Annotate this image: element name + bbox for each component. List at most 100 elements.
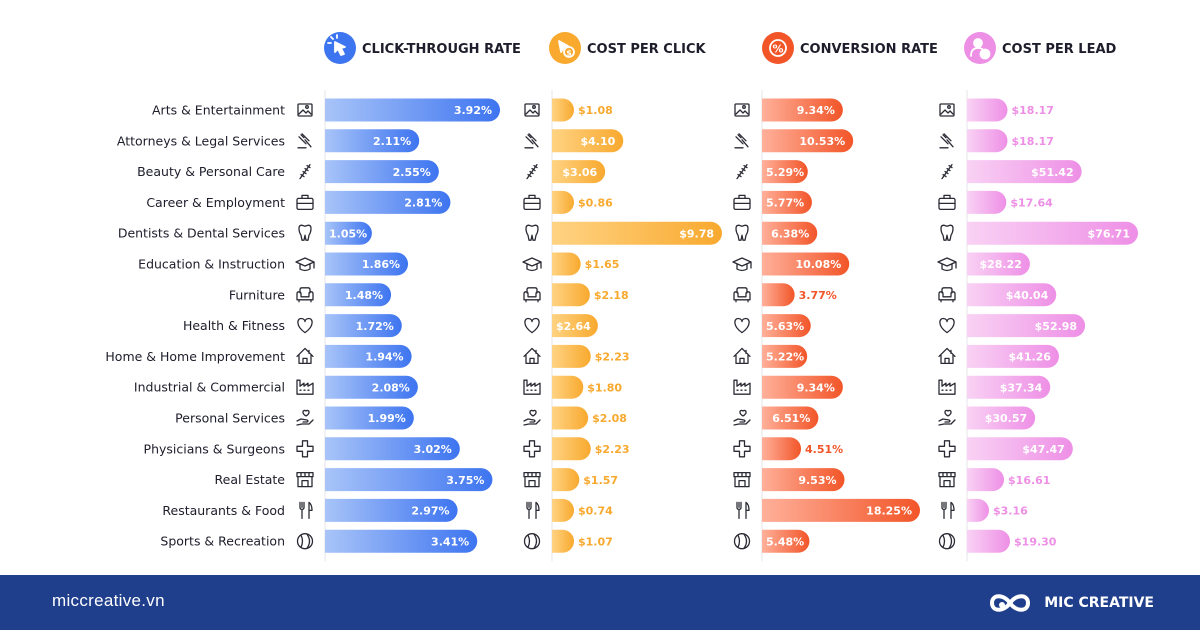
- picture-icon: [524, 103, 540, 117]
- house-icon: [523, 347, 541, 365]
- data-label: 3.77%: [799, 289, 837, 302]
- factory-icon: [296, 379, 314, 395]
- data-label: $51.42: [1031, 166, 1073, 179]
- data-label: 5.29%: [766, 166, 804, 179]
- data-label: $17.64: [1010, 197, 1053, 210]
- bar: [325, 190, 451, 214]
- data-label: $16.61: [1008, 474, 1050, 487]
- bar: [762, 252, 850, 276]
- helping-hand-icon: [733, 409, 751, 426]
- fork-knife-icon: [299, 501, 313, 520]
- data-label: 9.34%: [797, 381, 835, 394]
- data-label: 10.08%: [795, 258, 841, 271]
- briefcase-icon: [296, 194, 314, 211]
- bar: [967, 221, 1138, 245]
- series-header-label: CONVERSION RATE: [800, 42, 938, 57]
- comb-icon: [736, 163, 748, 180]
- category-label: Furniture: [229, 287, 285, 302]
- tooth-icon: [940, 224, 954, 241]
- data-label: 5.63%: [766, 320, 804, 333]
- data-label: $2.18: [594, 289, 629, 302]
- data-label: 4.51%: [805, 443, 843, 456]
- tooth-icon: [735, 224, 749, 241]
- category-label: Physicians & Surgeons: [144, 441, 285, 456]
- bar: [325, 468, 493, 492]
- bar: [762, 98, 843, 122]
- bar: [552, 160, 606, 184]
- data-label: 5.48%: [766, 535, 804, 548]
- svg-text:%: %: [772, 43, 783, 56]
- bar: [325, 98, 500, 122]
- bar: [552, 314, 598, 338]
- gavel-icon: [939, 133, 954, 149]
- data-label: 3.02%: [414, 443, 452, 456]
- gavel-icon: [734, 133, 749, 149]
- data-label: 9.53%: [798, 474, 836, 487]
- data-label: $19.30: [1014, 535, 1057, 548]
- factory-icon: [938, 379, 956, 395]
- graduation-cap-icon: [522, 257, 542, 272]
- medical-cross-icon: [733, 440, 751, 458]
- dollar-cursor-icon: $: [558, 40, 575, 58]
- category-label: Health & Fitness: [183, 318, 285, 333]
- data-label: 2.97%: [411, 505, 449, 518]
- gavel-icon: [297, 133, 312, 149]
- bar: [552, 344, 591, 368]
- series-column: $18.17 $18.17 $51.42 $17.64 $76.71 $28.22 $40.…: [937, 90, 1138, 562]
- bar: [552, 375, 584, 399]
- heart-icon: [524, 317, 540, 334]
- footer-brand-name: MIC CREATIVE: [1044, 595, 1154, 611]
- data-label: $3.16: [993, 505, 1028, 518]
- data-label: 9.34%: [797, 104, 835, 117]
- medical-cross-icon: [938, 440, 956, 458]
- bar: [762, 129, 854, 153]
- ball-icon: [938, 533, 956, 550]
- series-header-label: COST PER CLICK: [587, 42, 706, 57]
- series-column: $1.08 $4.10 $3.06 $0.86 $9.78 $1.65 $2.18 $2.64…: [522, 90, 722, 562]
- bar: [967, 529, 1011, 553]
- footer-url[interactable]: miccreative.vn: [52, 591, 165, 610]
- data-label: $3.06: [562, 166, 597, 179]
- data-label: $0.74: [578, 505, 613, 518]
- category-label: Sports & Recreation: [160, 534, 285, 549]
- bar: [967, 160, 1082, 184]
- helping-hand-icon: [938, 409, 956, 426]
- category-label: Career & Employment: [146, 195, 285, 210]
- ball-icon: [523, 533, 541, 550]
- bar: [967, 468, 1005, 492]
- storefront-icon: [938, 471, 956, 488]
- bar: [967, 283, 1057, 307]
- data-label: 6.38%: [771, 227, 809, 240]
- bar: [762, 375, 843, 399]
- bar: [325, 375, 418, 399]
- data-label: 5.22%: [766, 351, 804, 364]
- comb-icon: [526, 163, 538, 180]
- helping-hand-icon: [523, 409, 541, 426]
- bar: [967, 314, 1086, 338]
- bar: [325, 437, 460, 461]
- tooth-icon: [298, 224, 312, 241]
- comb-icon: [299, 163, 311, 180]
- comb-icon: [941, 163, 953, 180]
- data-label: 1.05%: [329, 227, 367, 240]
- graduation-cap-icon: [295, 257, 315, 272]
- bar: [967, 344, 1059, 368]
- data-label: $2.23: [595, 443, 630, 456]
- data-label: $0.86: [578, 197, 613, 210]
- category-labels: Arts & Entertainment Attorneys & Legal Se…: [105, 103, 285, 549]
- bar: [325, 283, 392, 307]
- data-label: $2.64: [556, 320, 591, 333]
- data-label: 1.72%: [356, 320, 394, 333]
- medical-cross-icon: [296, 440, 314, 458]
- helping-hand-icon: [296, 409, 314, 426]
- bar: [762, 344, 808, 368]
- category-label: Education & Instruction: [138, 257, 285, 272]
- data-label: $76.71: [1088, 227, 1130, 240]
- bar: [967, 98, 1008, 122]
- data-label: 10.53%: [799, 135, 845, 148]
- svg-text:$: $: [566, 49, 572, 58]
- bar: [325, 314, 402, 338]
- series-column: 3.92% 2.11% 2.55% 2.81% 1.05% 1.86% 1.48% 1.72%…: [295, 90, 500, 562]
- briefcase-icon: [523, 194, 541, 211]
- category-label: Beauty & Personal Care: [137, 164, 285, 179]
